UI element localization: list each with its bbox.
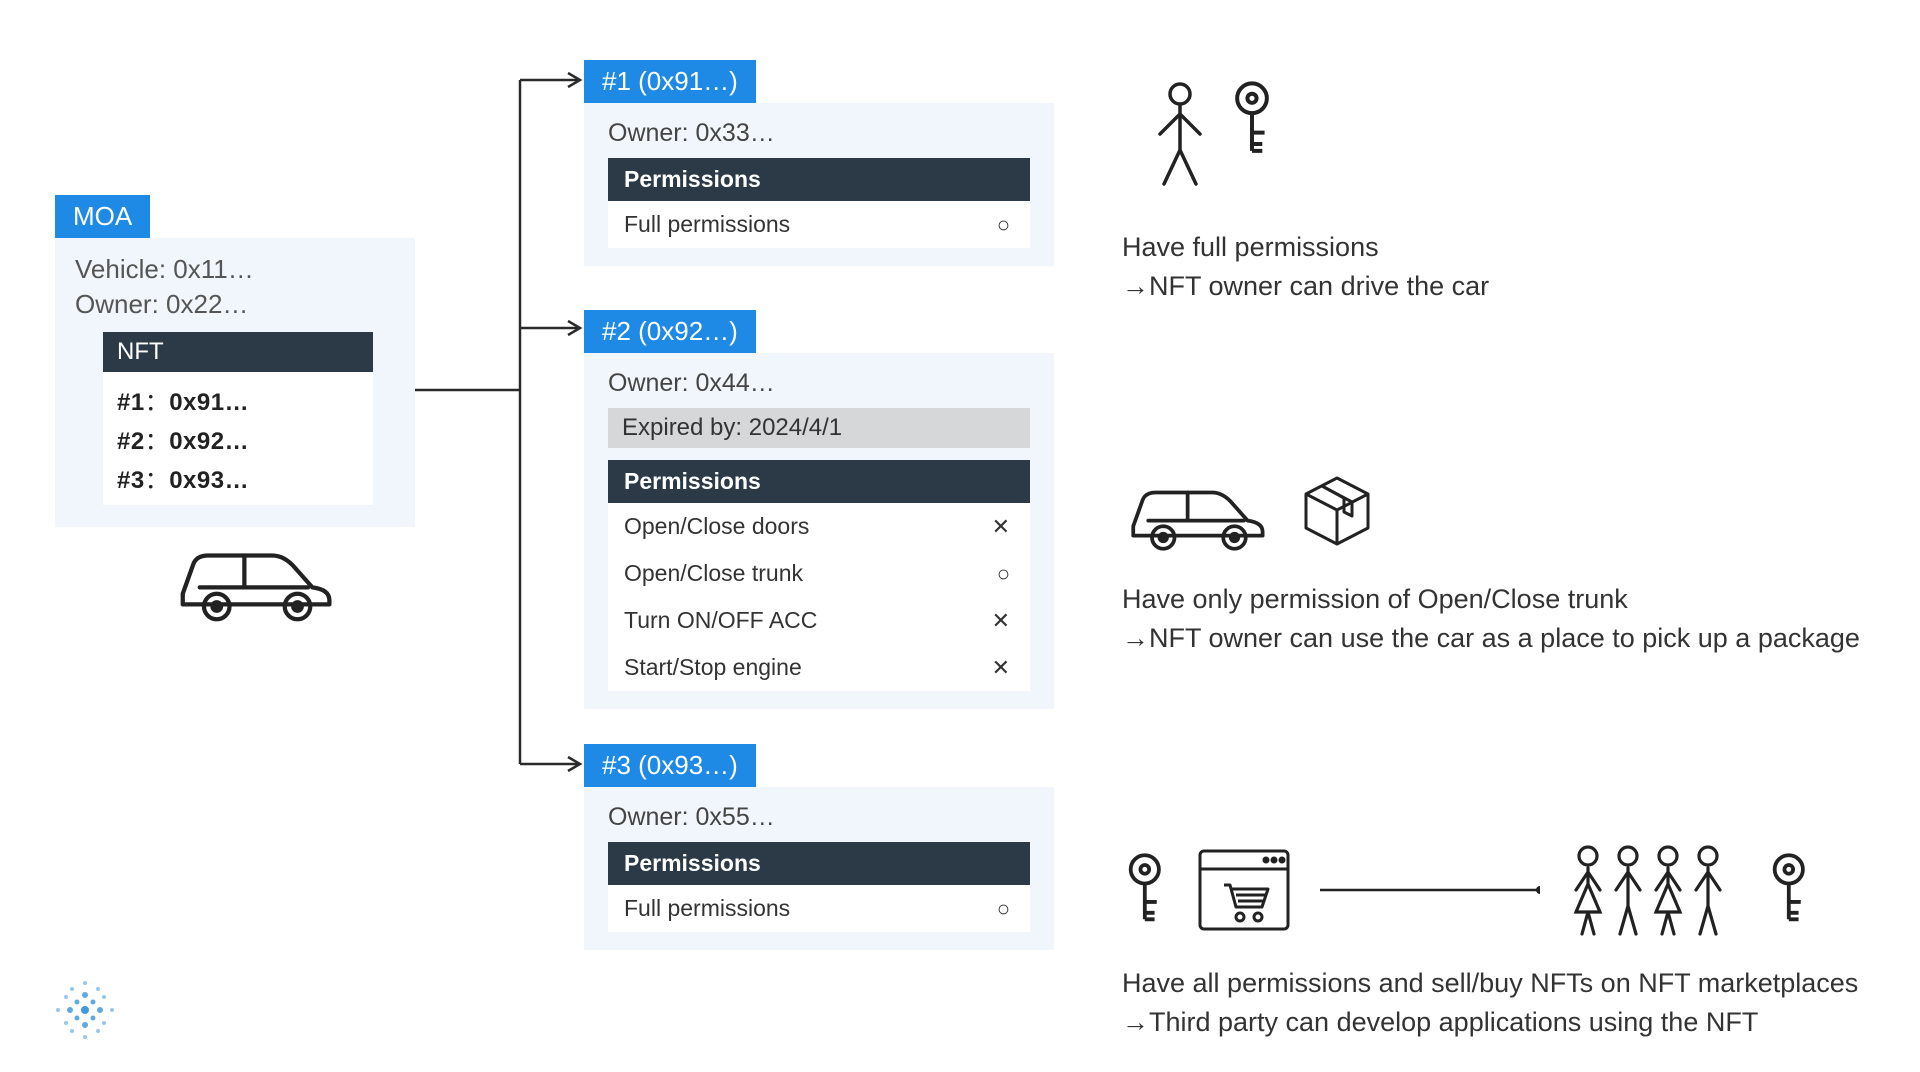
token-badge: #1 (0x91…)	[584, 60, 756, 103]
explain-line1: Have full permissions	[1122, 228, 1489, 267]
permission-label: Open/Close doors	[624, 513, 809, 540]
explain-line1: Have all permissions and sell/buy NFTs o…	[1122, 964, 1858, 1003]
token-card-2: #2 (0x92…) Owner: 0x44… Expired by: 2024…	[584, 310, 1054, 709]
nft-list-row: #3：0x93…	[117, 458, 359, 497]
grant-icon	[997, 896, 1010, 922]
explain-block-3: Have all permissions and sell/buy NFTs o…	[1122, 964, 1858, 1042]
permissions-header: Permissions	[608, 842, 1030, 885]
permission-row: Turn ON/OFF ACC	[608, 597, 1030, 644]
permissions-header: Permissions	[608, 158, 1030, 201]
token-card-3: #3 (0x93…) Owner: 0x55… Permissions Full…	[584, 744, 1054, 950]
permission-label: Full permissions	[624, 895, 790, 922]
moa-badge: MOA	[55, 195, 150, 238]
explain-line2: Third party can develop applications usi…	[1122, 1003, 1858, 1042]
explain-block-1: Have full permissions NFT owner can driv…	[1122, 228, 1489, 306]
permissions-header: Permissions	[608, 460, 1030, 503]
nft-list-row: #2：0x92…	[117, 419, 359, 458]
token-body: Owner: 0x55… Permissions Full permission…	[584, 787, 1054, 950]
explain-block-2: Have only permission of Open/Close trunk…	[1122, 580, 1860, 658]
deny-icon	[992, 655, 1010, 681]
grant-icon	[997, 212, 1010, 238]
permission-label: Open/Close trunk	[624, 560, 803, 587]
permission-row: Start/Stop engine	[608, 644, 1030, 691]
nft-header: NFT	[103, 332, 373, 372]
token-owner: Owner: 0x55…	[608, 799, 1030, 842]
deny-icon	[992, 514, 1010, 540]
person-key-icon	[1150, 80, 1276, 190]
explain-line2: NFT owner can use the car as a place to …	[1122, 619, 1860, 658]
moa-card: MOA Vehicle: 0x11… Owner: 0x22… NFT #1：0…	[55, 195, 415, 527]
token-body: Owner: 0x33… Permissions Full permission…	[584, 103, 1054, 266]
token-owner: Owner: 0x44…	[608, 365, 1030, 408]
permission-row: Full permissions	[608, 201, 1030, 248]
nft-list-row: #1：0x91…	[117, 380, 359, 419]
permissions-box: Permissions Open/Close doors Open/Close …	[608, 460, 1030, 691]
permission-label: Start/Stop engine	[624, 654, 802, 681]
marketplace-icon	[1122, 840, 1811, 940]
token-owner: Owner: 0x33…	[608, 115, 1030, 158]
car-icon	[170, 530, 340, 629]
moa-vehicle: Vehicle: 0x11…	[75, 252, 395, 287]
corner-logo	[50, 975, 120, 1050]
permission-row: Open/Close trunk	[608, 550, 1030, 597]
car-package-icon	[1122, 470, 1376, 553]
moa-body: Vehicle: 0x11… Owner: 0x22… NFT #1：0x91……	[55, 238, 415, 527]
moa-owner: Owner: 0x22…	[75, 287, 395, 322]
token-card-1: #1 (0x91…) Owner: 0x33… Permissions Full…	[584, 60, 1054, 266]
token-badge: #2 (0x92…)	[584, 310, 756, 353]
permission-label: Full permissions	[624, 211, 790, 238]
explain-line2: NFT owner can drive the car	[1122, 267, 1489, 306]
permission-row: Full permissions	[608, 885, 1030, 932]
deny-icon	[992, 608, 1010, 634]
token-body: Owner: 0x44… Expired by: 2024/4/1 Permis…	[584, 353, 1054, 709]
permissions-box: Permissions Full permissions	[608, 842, 1030, 932]
permissions-box: Permissions Full permissions	[608, 158, 1030, 248]
permission-row: Open/Close doors	[608, 503, 1030, 550]
token-badge: #3 (0x93…)	[584, 744, 756, 787]
grant-icon	[997, 561, 1010, 587]
permission-label: Turn ON/OFF ACC	[624, 607, 817, 634]
nft-sublist: NFT #1：0x91…#2：0x92…#3：0x93…	[103, 332, 373, 505]
token-expired: Expired by: 2024/4/1	[608, 408, 1030, 448]
explain-line1: Have only permission of Open/Close trunk	[1122, 580, 1860, 619]
